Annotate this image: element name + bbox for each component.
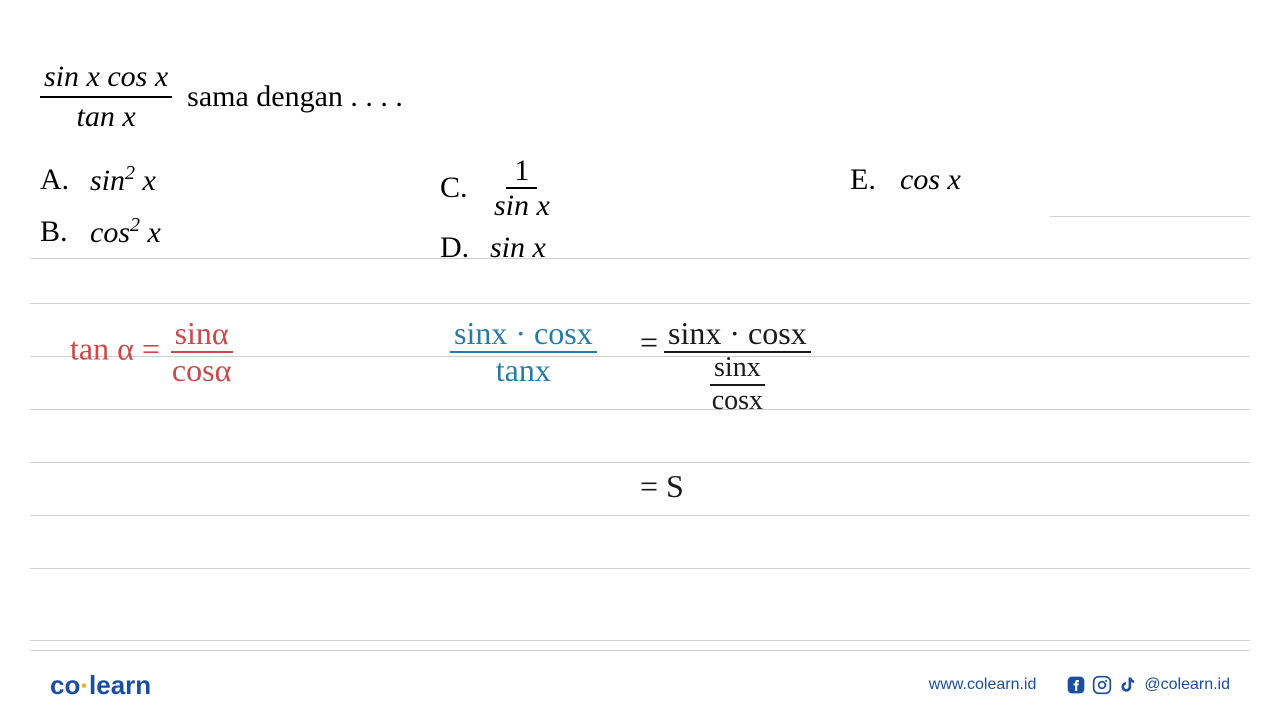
ruled-line xyxy=(30,640,1250,641)
step2-text: = S xyxy=(640,468,684,504)
option-c: C. 1 sin x xyxy=(440,154,850,222)
handwriting-identity: tan α = sinα cosα xyxy=(70,316,235,388)
option-column-1: A. sin2 x B. cos2 x xyxy=(40,154,440,274)
handwriting-step2: = S xyxy=(640,468,684,505)
option-b-label: B. xyxy=(40,215,90,249)
facebook-icon xyxy=(1066,675,1086,695)
option-a: A. sin2 x xyxy=(40,154,440,206)
handwriting-step1-lhs: sinx · cosx tanx xyxy=(450,316,597,388)
footer: co·learn www.colearn.id @colearn.id xyxy=(0,650,1280,720)
option-b: B. cos2 x xyxy=(40,206,440,258)
step1-lhs-fraction: sinx · cosx tanx xyxy=(450,316,597,388)
ruled-line xyxy=(30,303,1250,304)
handwriting-step1-rhs: = sinx · cosx sinx cosx xyxy=(640,316,811,417)
option-c-label: C. xyxy=(440,171,490,205)
question-fraction: sin x cos x tan x xyxy=(40,60,172,134)
option-a-label: A. xyxy=(40,163,90,197)
ruled-line xyxy=(30,258,1250,259)
identity-lhs: tan α = xyxy=(70,331,160,367)
option-e: E. cos x xyxy=(850,154,1130,206)
option-column-2: C. 1 sin x D. sin x xyxy=(440,154,850,274)
option-e-label: E. xyxy=(850,163,900,197)
question-text: sin x cos x tan x sama dengan . . . . xyxy=(40,60,1240,134)
option-b-value: cos2 x xyxy=(90,214,161,250)
short-ruled-line xyxy=(1050,216,1250,217)
brand-logo: co·learn xyxy=(50,670,151,701)
logo-co: co xyxy=(50,670,80,700)
option-a-value: sin2 x xyxy=(90,162,156,198)
footer-url: www.colearn.id xyxy=(929,676,1037,694)
step1-rhs-inner: sinx cosx xyxy=(704,353,771,417)
question-area: sin x cos x tan x sama dengan . . . . A.… xyxy=(0,0,1280,294)
social-group: @colearn.id xyxy=(1066,675,1230,695)
question-frac-den: tan x xyxy=(72,98,139,134)
footer-line xyxy=(30,650,1250,651)
identity-fraction: sinα cosα xyxy=(168,316,235,388)
work-area: tan α = sinα cosα sinx · cosx tanx = sin… xyxy=(0,258,1280,640)
question-frac-num: sin x cos x xyxy=(40,60,172,98)
instagram-icon xyxy=(1092,675,1112,695)
ruled-line xyxy=(30,515,1250,516)
equals-sign: = xyxy=(640,324,658,361)
question-prompt: sama dengan . . . . xyxy=(187,80,403,114)
option-column-3: E. cos x xyxy=(850,154,1130,274)
options-container: A. sin2 x B. cos2 x C. 1 sin x D. si xyxy=(40,154,1240,274)
step1-rhs-fraction: sinx · cosx sinx cosx xyxy=(664,316,811,417)
option-e-value: cos x xyxy=(900,163,961,197)
ruled-line xyxy=(30,568,1250,569)
footer-right: www.colearn.id @colearn.id xyxy=(929,675,1230,695)
logo-dot: · xyxy=(80,670,89,700)
ruled-line xyxy=(30,462,1250,463)
option-c-value: 1 sin x xyxy=(490,154,554,222)
social-handle: @colearn.id xyxy=(1144,676,1230,694)
tiktok-icon xyxy=(1118,675,1138,695)
logo-learn: learn xyxy=(89,670,151,700)
